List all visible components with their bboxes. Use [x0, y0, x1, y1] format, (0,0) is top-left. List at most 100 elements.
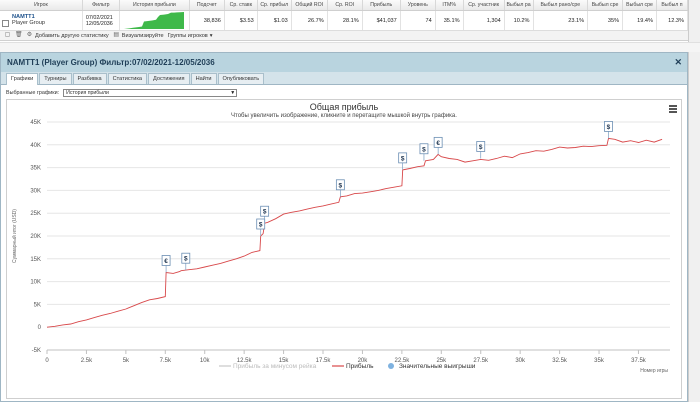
settings-icon: ⚙	[26, 32, 33, 38]
column-header[interactable]: Фильтр	[82, 0, 120, 11]
tab-statistics[interactable]: Статистика	[107, 73, 148, 84]
row-checkbox[interactable]	[2, 20, 9, 28]
stat-cell: 38,836	[189, 10, 225, 31]
add-stats-button[interactable]: ⚙ Добавить другую статистику	[26, 32, 109, 39]
x-tick-label: 17.5k	[316, 358, 332, 364]
stats-table-area: Игрок Фильтр История прибыли Подсчет Ср.…	[0, 0, 700, 42]
column-header[interactable]: ITM%	[435, 0, 464, 11]
player-cell[interactable]: NAMTT1 Player Group	[0, 10, 83, 31]
visualize-label: Визуализируйте	[121, 32, 164, 39]
column-header[interactable]: Выбыл п	[656, 0, 688, 11]
big-win-flag	[256, 218, 266, 230]
big-win-flag	[604, 121, 613, 132]
legend-label: Прибыль	[346, 362, 374, 370]
splitter[interactable]	[0, 42, 700, 52]
x-axis-label: Номер игры	[640, 368, 668, 374]
stat-cell: $1.03	[257, 10, 292, 31]
big-win-flag-label: $	[479, 144, 483, 151]
stats-toolbar: ▢ 🗑 ⚙ Добавить другую статистику ▤ Визуа…	[0, 30, 688, 41]
column-header[interactable]: Выбыл рано/сре	[533, 0, 589, 11]
top-scrollbar[interactable]	[688, 0, 700, 42]
profit-history-sparkline-cell	[119, 10, 190, 31]
column-header[interactable]: Выбыл сре	[587, 0, 624, 11]
tab-breakdown[interactable]: Разбивка	[72, 73, 107, 84]
y-tick-label: 40K	[30, 143, 41, 149]
player-name[interactable]: NAMTT1	[12, 14, 35, 21]
profit-chart[interactable]: -5K 0 5K 10K 15K 20K 25K 30K 35K 40K 45K 0 2.5k 5k 7.5…	[7, 100, 681, 398]
column-header[interactable]: Ср. ставк	[224, 0, 258, 11]
hamburger-menu-icon[interactable]	[669, 105, 677, 113]
delete-icon[interactable]: 🗑	[15, 32, 23, 38]
legend-label: Значительные выигрыши	[399, 363, 476, 370]
column-header[interactable]: Выбыл сре	[622, 0, 658, 11]
y-tick-label: 10K	[30, 280, 41, 286]
x-tick-label: 15k	[279, 358, 290, 364]
big-win-flag-label: $	[263, 209, 267, 216]
big-win-flag-label: $	[401, 155, 405, 162]
x-tick-label: 2.5k	[81, 358, 93, 364]
chart-container[interactable]: Общая прибыль Чтобы увеличить изображени…	[6, 99, 682, 399]
table-row[interactable]: NAMTT1 Player Group 07/02/2021 12/05/203…	[0, 10, 688, 31]
collapse-icon[interactable]: ▢	[4, 32, 11, 38]
profit-sparkline	[124, 12, 185, 30]
column-header[interactable]: Прибыль	[362, 0, 401, 11]
x-tick-label: 5k	[123, 358, 130, 364]
column-header[interactable]: Выбыл ра	[504, 0, 534, 11]
x-tick-label: 10k	[200, 358, 211, 364]
close-icon[interactable]: ✕	[674, 57, 682, 67]
big-win-flag-label: $	[259, 222, 263, 229]
add-stats-label: Добавить другую статистику	[35, 32, 109, 39]
column-header[interactable]: Игрок	[0, 0, 83, 11]
panel-title: NAMTT1 (Player Group) Фильтр:07/02/2021-…	[7, 58, 215, 67]
column-header[interactable]: Общий ROI	[291, 0, 328, 11]
tab-achievements[interactable]: Достижения	[148, 73, 190, 84]
chart-select-value: История прибыли	[66, 90, 109, 96]
stat-cell: 19.4%	[622, 10, 658, 31]
chart-select[interactable]: История прибыли ▼	[63, 89, 238, 97]
x-tick-label: 0	[45, 358, 49, 364]
right-scrollbar[interactable]	[688, 52, 700, 402]
column-header[interactable]: Уровень	[400, 0, 436, 11]
column-header[interactable]: Ср. участник	[463, 0, 505, 11]
x-tick-label: 25k	[436, 358, 447, 364]
big-win-flag	[476, 141, 486, 152]
player-group: Player Group	[12, 20, 45, 27]
big-win-flag	[433, 136, 443, 148]
y-tick-label: 30K	[30, 188, 41, 194]
x-tick-label: 37.5k	[631, 358, 647, 364]
chevron-down-icon: ▼	[230, 90, 236, 96]
report-panel: NAMTT1 (Player Group) Фильтр:07/02/2021-…	[0, 52, 688, 402]
column-header[interactable]: Ср. ROI	[327, 0, 363, 11]
stats-table: Игрок Фильтр История прибыли Подсчет Ср.…	[0, 0, 688, 31]
filter-to: 12/05/2036	[85, 20, 113, 27]
chart-icon: ▤	[113, 32, 120, 38]
stat-cell: 23.1%	[533, 10, 589, 31]
stat-cell: 35%	[587, 10, 624, 31]
legend-marker	[388, 363, 394, 369]
big-win-flag-label: €	[164, 258, 168, 265]
tab-find[interactable]: Найти	[190, 73, 217, 84]
y-tick-label: 15K	[30, 257, 41, 263]
legend-label: Прибыль за минусом рейка	[233, 362, 317, 370]
tab-charts[interactable]: Графики	[6, 73, 39, 85]
player-groups-dropdown[interactable]: Группы игроков ▾	[168, 33, 213, 39]
tab-publish[interactable]: Опубликовать	[217, 73, 265, 84]
column-header[interactable]: История прибыли	[119, 0, 190, 11]
chart-subtitle: Чтобы увеличить изображение, кликните и …	[231, 113, 457, 119]
tab-tournaments[interactable]: Турниры	[39, 73, 72, 84]
big-win-flag	[181, 252, 191, 264]
big-win-flag-label: €	[436, 140, 440, 147]
stat-cell: 12.3%	[656, 10, 688, 31]
series-line-profit	[46, 137, 663, 328]
column-header[interactable]: Подсчет	[189, 0, 225, 11]
x-tick-label: 32.5k	[552, 358, 568, 364]
visualize-button[interactable]: ▤ Визуализируйте	[113, 32, 164, 39]
column-header[interactable]: Ср. прибыл	[257, 0, 292, 11]
y-tick-label: 35K	[30, 166, 41, 172]
big-win-flag	[419, 143, 429, 155]
filter-cell: 07/02/2021 12/05/2036	[82, 10, 120, 31]
y-tick-label: 5K	[34, 302, 41, 308]
stat-cell: 26.7%	[291, 10, 328, 31]
stat-cell: 35.1%	[435, 10, 464, 31]
selected-charts-label: Выбранные графики:	[6, 90, 60, 96]
